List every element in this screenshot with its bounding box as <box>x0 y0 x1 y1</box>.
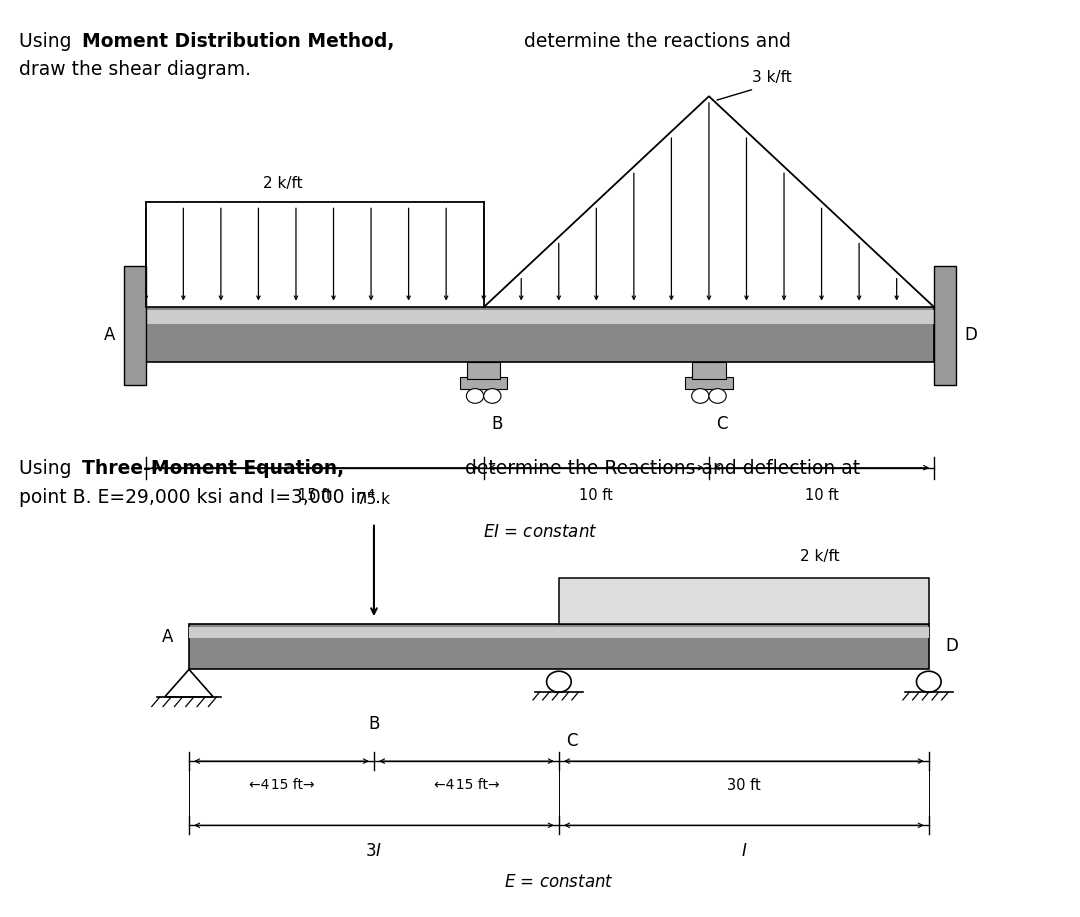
Circle shape <box>484 389 501 403</box>
Bar <box>189 624 929 669</box>
Bar <box>460 377 508 389</box>
Text: Moment Distribution Method,: Moment Distribution Method, <box>82 32 394 51</box>
Text: 2 k/ft: 2 k/ft <box>799 549 839 564</box>
Text: $EI$ = constant: $EI$ = constant <box>483 523 597 541</box>
Text: $I$: $I$ <box>741 842 747 860</box>
Bar <box>189 627 929 638</box>
Text: 15 ft: 15 ft <box>298 488 332 503</box>
Text: point B. E=29,000 ksi and I=3,000 in⁴.: point B. E=29,000 ksi and I=3,000 in⁴. <box>19 488 381 507</box>
Text: D: D <box>945 637 958 656</box>
Bar <box>685 377 732 389</box>
Bar <box>559 578 929 624</box>
Text: A: A <box>161 628 173 646</box>
Polygon shape <box>164 669 213 697</box>
Text: ←4 15 ft→: ←4 15 ft→ <box>433 778 499 791</box>
Text: 75 k: 75 k <box>357 492 391 507</box>
Bar <box>467 362 500 379</box>
Text: $3I$: $3I$ <box>365 842 382 860</box>
Circle shape <box>917 671 941 692</box>
Text: Using: Using <box>19 458 78 478</box>
Text: Three-Moment Equation,: Three-Moment Equation, <box>82 458 345 478</box>
Text: 10 ft: 10 ft <box>579 488 613 503</box>
Text: $E$ = constant: $E$ = constant <box>504 873 613 891</box>
Text: D: D <box>964 326 977 344</box>
Text: C: C <box>716 415 728 434</box>
Text: 30 ft: 30 ft <box>727 778 760 792</box>
Text: draw the shear diagram.: draw the shear diagram. <box>19 60 252 79</box>
Circle shape <box>467 389 484 403</box>
Bar <box>146 307 934 362</box>
Circle shape <box>691 389 708 403</box>
Text: 3 k/ft: 3 k/ft <box>752 71 792 85</box>
Text: A: A <box>104 326 116 344</box>
Text: ←4 15 ft→: ←4 15 ft→ <box>248 778 314 791</box>
Circle shape <box>708 389 726 403</box>
Text: determine the Reactions and deflection at: determine the Reactions and deflection a… <box>459 458 860 478</box>
Text: Using: Using <box>19 32 78 51</box>
Bar <box>934 266 956 385</box>
Bar <box>692 362 726 379</box>
Text: 2 k/ft: 2 k/ft <box>262 176 302 191</box>
Bar <box>124 266 146 385</box>
Text: B: B <box>368 715 380 734</box>
Text: B: B <box>491 415 502 434</box>
Text: 10 ft: 10 ft <box>805 488 838 503</box>
Bar <box>146 310 934 324</box>
Text: determine the reactions and: determine the reactions and <box>518 32 792 51</box>
Text: C: C <box>566 732 578 750</box>
Circle shape <box>546 671 571 692</box>
